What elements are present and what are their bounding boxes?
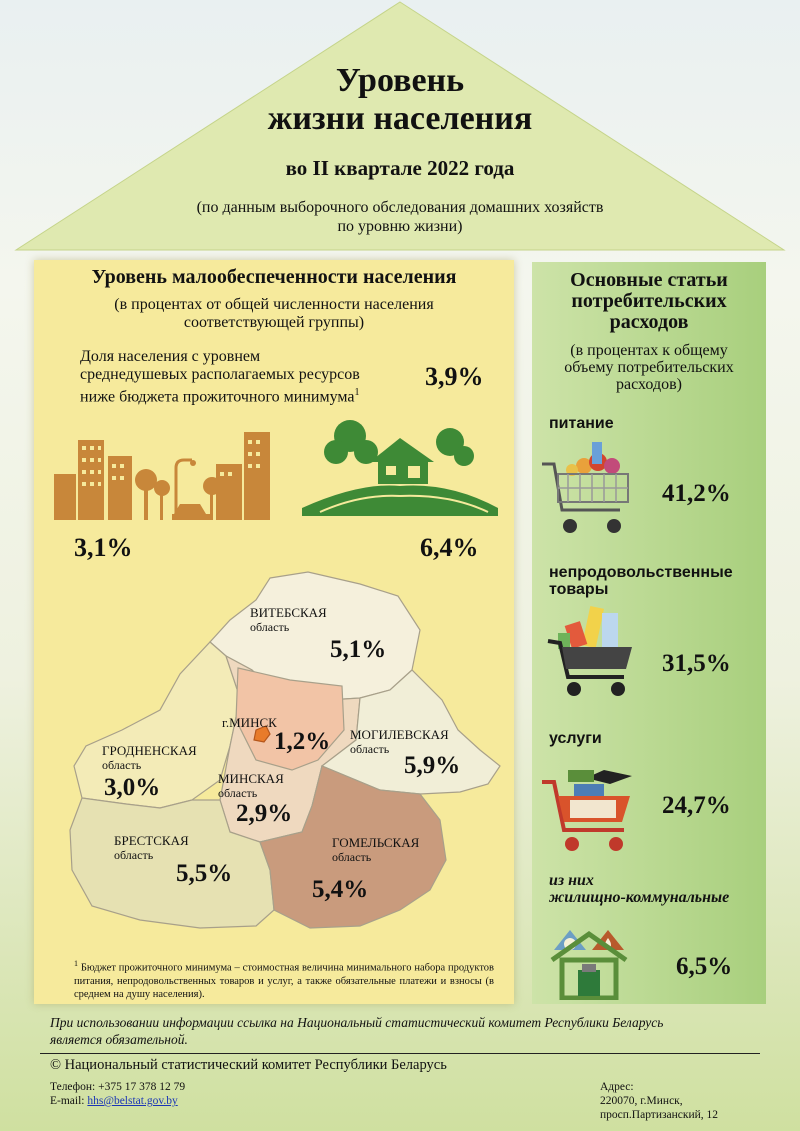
- region-minsk-label: МИНСКАЯ область: [218, 771, 284, 801]
- region-grodno-value: 3,0%: [104, 774, 161, 801]
- footer-divider: [40, 1053, 760, 1054]
- region-vitebsk-label: ВИТЕБСКАЯ область: [250, 605, 327, 635]
- region-brest-label: БРЕСТСКАЯ область: [114, 833, 189, 863]
- expense-services-value: 24,7%: [662, 792, 731, 819]
- region-grodno-label: ГРОДНЕНСКАЯ область: [102, 743, 197, 773]
- region-vitebsk-value: 5,1%: [330, 636, 387, 663]
- region-mogilev-label: МОГИЛЕВСКАЯ область: [350, 727, 449, 757]
- address: Адрес: 220070, г.Минск, проcп.Партизанск…: [600, 1081, 719, 1121]
- region-minsk-value: 2,9%: [236, 800, 293, 827]
- copyright: © Национальный статистический комитет Ре…: [50, 1057, 447, 1073]
- footnote: 1 Бюджет прожиточного минимума – стоимос…: [74, 959, 494, 1000]
- expense-housing-label: из них жилищно-коммунальные: [549, 872, 730, 906]
- header-roof: [14, 1, 786, 251]
- goods-cart-icon: [547, 605, 632, 696]
- page-title: Уровень жизни населения: [267, 62, 533, 137]
- low-income-share-value: 3,9%: [425, 362, 484, 391]
- email-link[interactable]: hhs@belstat.gov.by: [87, 1095, 178, 1107]
- expense-housing-value: 6,5%: [676, 953, 733, 980]
- low-income-share-label: Доля населения с уровнем среднедушевых р…: [80, 348, 360, 406]
- phone: Телефон: +375 17 378 12 79: [50, 1081, 186, 1093]
- expense-nonfood-value: 31,5%: [662, 650, 731, 677]
- village-icon: [302, 420, 498, 516]
- expense-nonfood-label: непродовольственные товары: [549, 564, 733, 598]
- region-minsk-city-label: г.МИНСК: [222, 715, 277, 730]
- rural-poverty-value: 6,4%: [420, 533, 479, 562]
- citation-note: При использовании информации ссылка на Н…: [50, 1015, 664, 1047]
- region-gomel-label: ГОМЕЛЬСКАЯ область: [332, 835, 420, 865]
- expenses-subtitle: (в процентах к общему объему потребитель…: [564, 342, 734, 393]
- survey-note: (по данным выборочного обследования дома…: [196, 199, 604, 235]
- region-minsk-city-value: 1,2%: [274, 728, 331, 755]
- region-brest-value: 5,5%: [176, 860, 233, 887]
- services-cart-icon: [542, 770, 632, 851]
- expenses-title: Основные статьи потребительских расходов: [570, 269, 728, 333]
- city-icon: [54, 432, 270, 520]
- poverty-subtitle: (в процентах от общей численности населе…: [114, 296, 434, 331]
- expense-food-label: питание: [549, 415, 614, 432]
- page-subtitle: во II квартале 2022 года: [285, 156, 515, 180]
- expense-food-value: 41,2%: [662, 480, 731, 507]
- utilities-icon: [550, 930, 628, 1000]
- poverty-title: Уровень малообеспеченности населения: [91, 266, 457, 288]
- expense-services-label: услуги: [549, 730, 602, 747]
- region-gomel-shape: [259, 765, 447, 929]
- region-gomel-value: 5,4%: [312, 876, 369, 903]
- region-mogilev-value: 5,9%: [404, 752, 461, 779]
- belarus-map: [69, 571, 501, 929]
- minsk-city-marker: [253, 725, 271, 743]
- region-minsk-city-shape: [235, 667, 345, 771]
- contacts: Телефон: +375 17 378 12 79 E-mail: hhs@b…: [50, 1081, 186, 1107]
- food-cart-icon: [542, 442, 629, 533]
- urban-poverty-value: 3,1%: [74, 533, 133, 562]
